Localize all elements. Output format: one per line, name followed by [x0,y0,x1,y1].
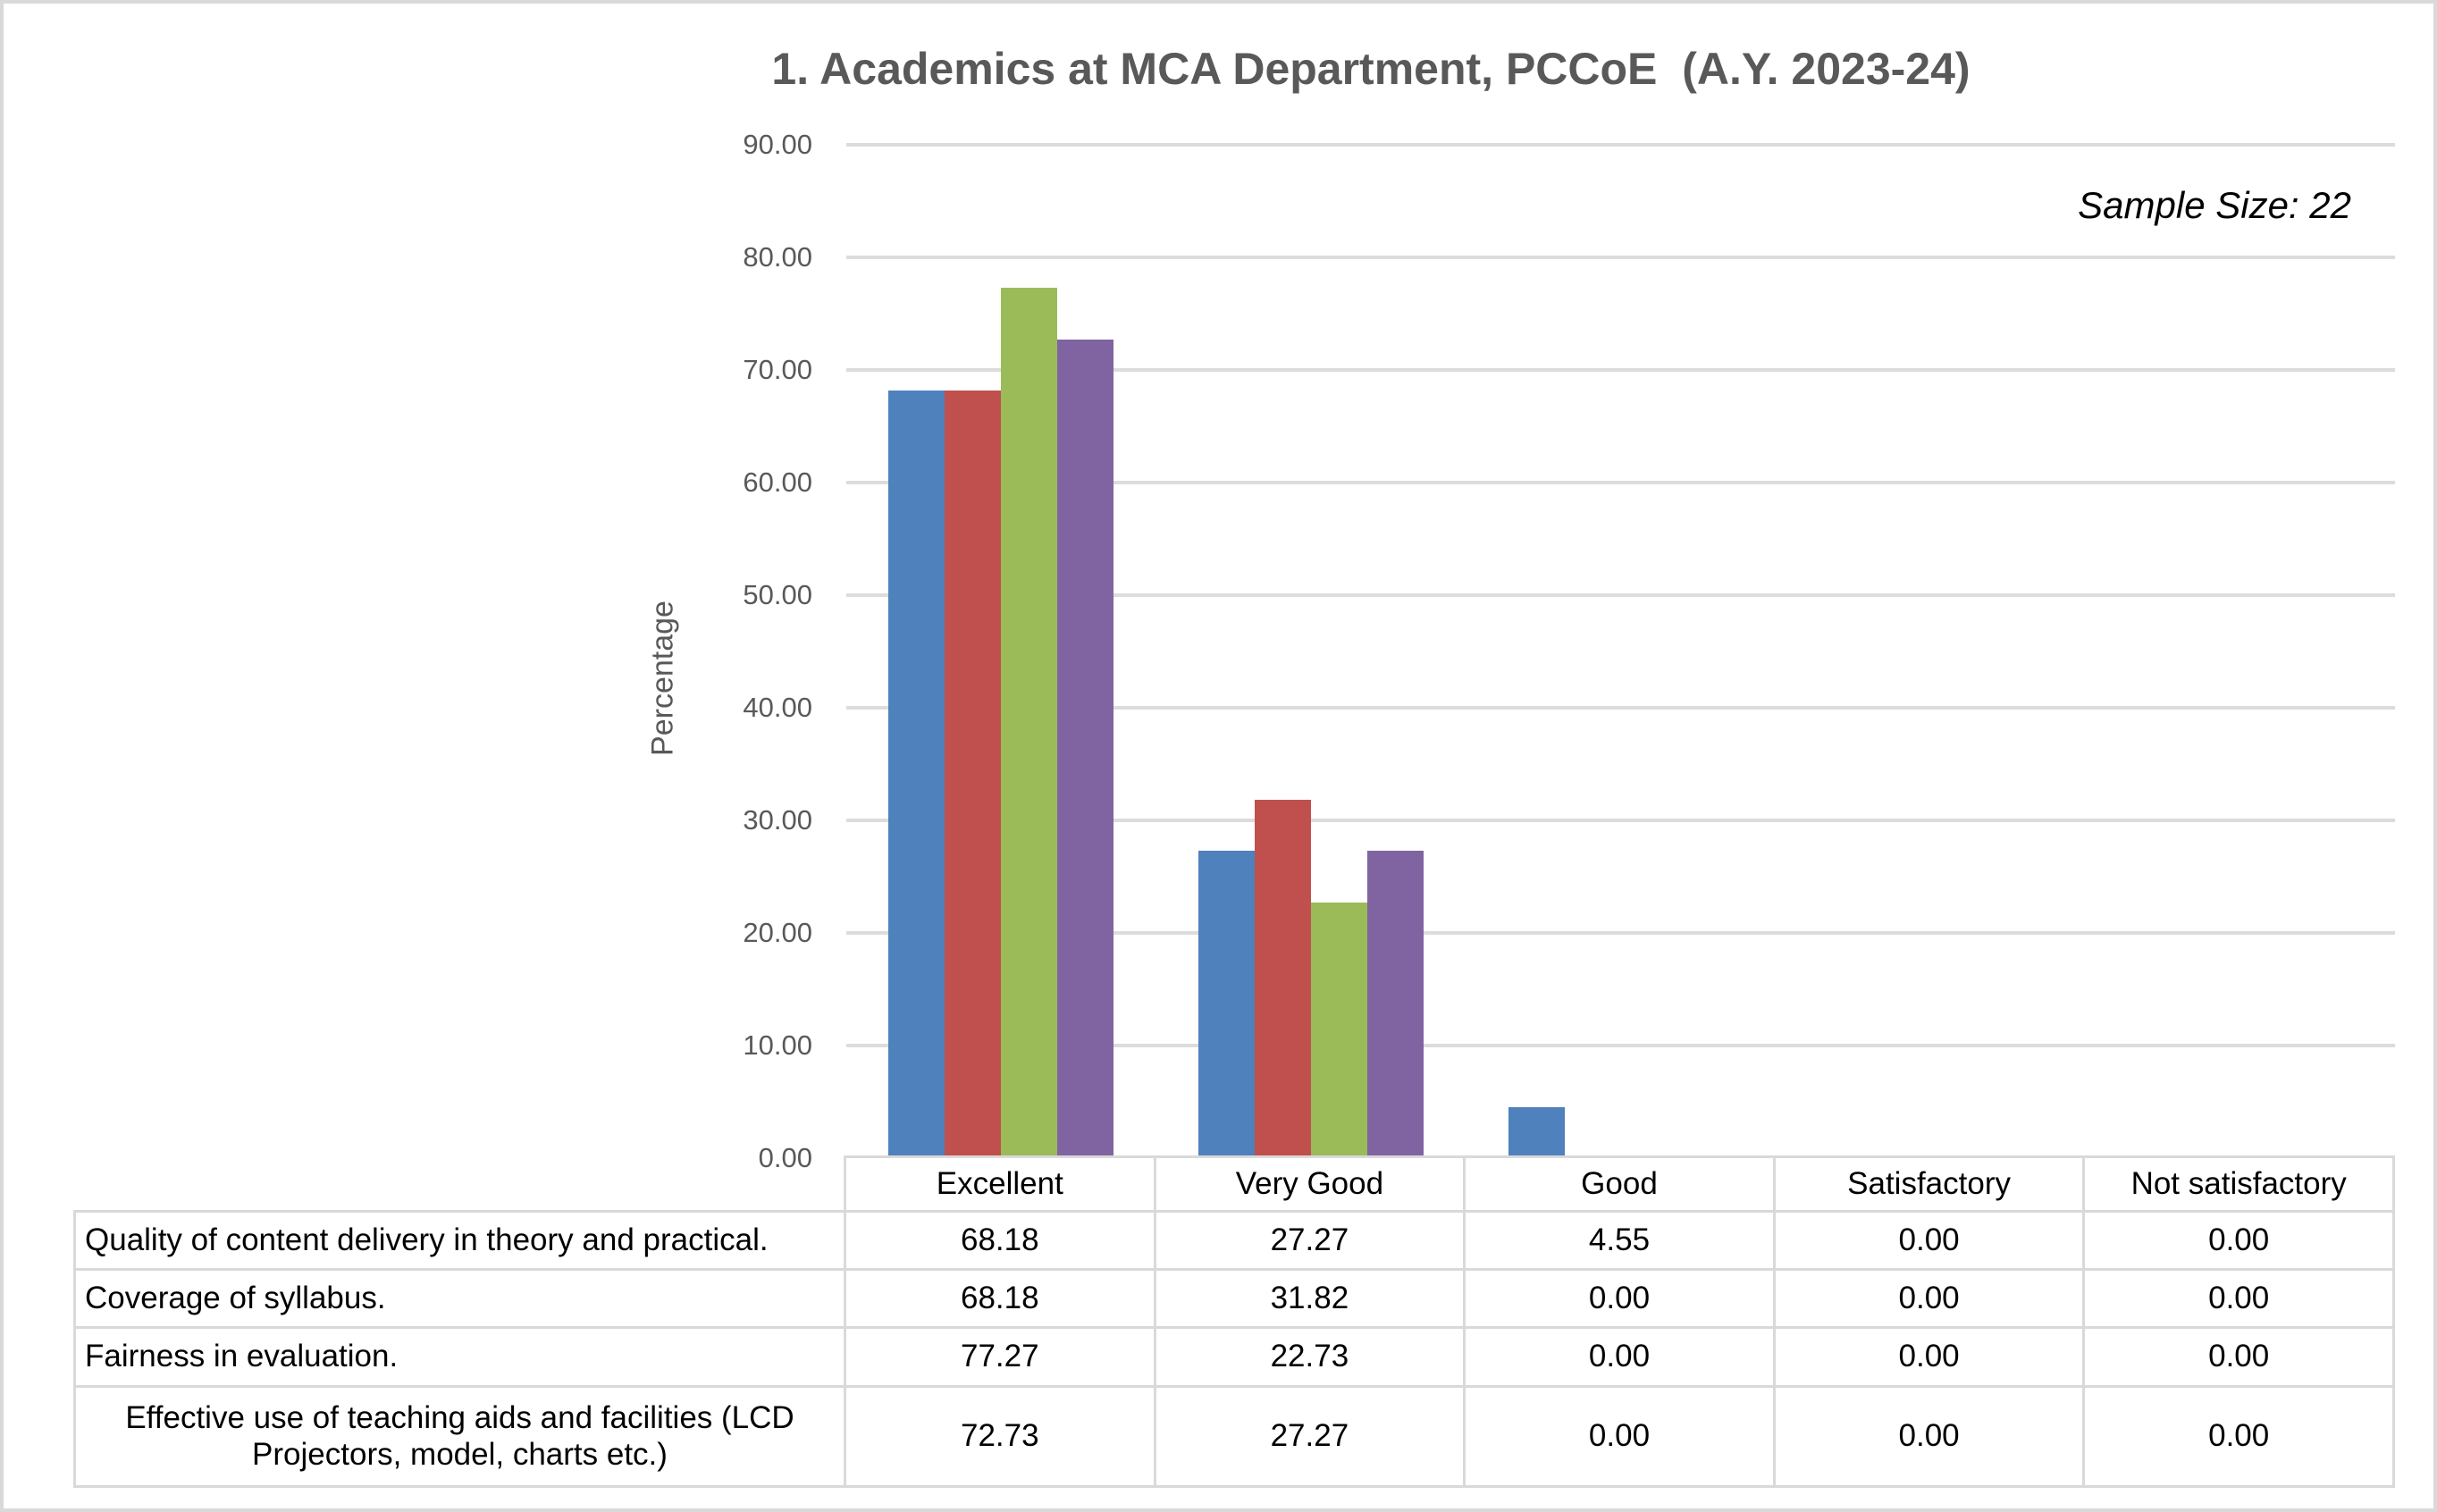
bar-excellent-series-3 [1001,288,1057,1158]
gridline-20 [846,931,2395,935]
gridline-30 [846,819,2395,822]
bar-very-good-series-1 [1198,851,1255,1158]
bar-very-good-series-4 [1367,851,1424,1158]
bar-very-good-series-2 [1255,800,1311,1158]
value-excellent-series-3: 77.27 [846,1329,1156,1388]
value-good-series-2: 0.00 [1466,1271,1776,1329]
y-axis-tick-label: 20.00 [743,917,812,948]
value-not-satisfactory-series-2: 0.00 [2085,1271,2395,1329]
sample-size-annotation: Sample Size: 22 [2078,184,2351,226]
table-corner-blank [73,1155,846,1213]
y-axis-tick-label: 90.00 [743,129,812,160]
category-header-not-satisfactory: Not satisfactory [2085,1155,2395,1213]
value-very-good-series-2: 31.82 [1155,1271,1466,1329]
category-header-very-good: Very Good [1155,1155,1466,1213]
value-not-satisfactory-series-3: 0.00 [2085,1329,2395,1388]
value-excellent-series-4: 72.73 [846,1388,1156,1488]
row-label-fairness-in-evaluation: Fairness in evaluation. [73,1329,846,1388]
y-axis-tick-label: 50.00 [743,579,812,610]
y-axis-tick-label: 80.00 [743,241,812,273]
category-header-good: Good [1466,1155,1776,1213]
gridline-80 [846,256,2395,259]
gridline-60 [846,481,2395,484]
value-not-satisfactory-series-1: 0.00 [2085,1213,2395,1271]
y-axis-tick-label: 0.00 [758,1142,812,1173]
category-header-satisfactory: Satisfactory [1775,1155,2086,1213]
value-very-good-series-4: 27.27 [1155,1388,1466,1488]
value-very-good-series-1: 27.27 [1155,1213,1466,1271]
y-axis-tick-label: 60.00 [743,466,812,498]
gridline-50 [846,593,2395,597]
data-table: Excellent Very Good Good Satisfactory Not sa… [73,1155,2395,1488]
y-axis-tick-label: 70.00 [743,354,812,385]
bar-good-series-1 [1508,1107,1565,1158]
value-excellent-series-1: 68.18 [846,1213,1156,1271]
gridline-70 [846,368,2395,372]
y-axis-title: Percentage [645,601,680,756]
bar-very-good-series-3 [1311,903,1367,1158]
value-excellent-series-2: 68.18 [846,1271,1156,1329]
value-satisfactory-series-1: 0.00 [1775,1213,2086,1271]
y-axis-tick-label: 40.00 [743,692,812,723]
value-good-series-1: 4.55 [1466,1213,1776,1271]
value-satisfactory-series-2: 0.00 [1775,1271,2086,1329]
row-label-quality-of-content-delivery-in-theory-an: Quality of content delivery in theory an… [73,1213,846,1271]
y-axis-tick-label: 30.00 [743,804,812,836]
gridline-10 [846,1044,2395,1047]
bar-excellent-series-2 [945,391,1001,1158]
gridline-40 [846,706,2395,710]
value-good-series-3: 0.00 [1466,1329,1776,1388]
category-header-excellent: Excellent [846,1155,1156,1213]
value-very-good-series-3: 22.73 [1155,1329,1466,1388]
row-label-coverage-of-syllabus: Coverage of syllabus. [73,1271,846,1329]
value-good-series-4: 0.00 [1466,1388,1776,1488]
row-label-effective-use-of-teaching-aids-and-facil: Effective use of teaching aids and facil… [73,1388,846,1488]
gridline-90 [846,143,2395,147]
bar-excellent-series-4 [1057,340,1113,1158]
chart-title: 1. Academics at MCA Department, PCCoE (A… [771,44,1971,94]
y-axis-tick-label: 10.00 [743,1029,812,1061]
value-not-satisfactory-series-4: 0.00 [2085,1388,2395,1488]
value-satisfactory-series-4: 0.00 [1775,1388,2086,1488]
value-satisfactory-series-3: 0.00 [1775,1329,2086,1388]
bar-excellent-series-1 [888,391,945,1158]
